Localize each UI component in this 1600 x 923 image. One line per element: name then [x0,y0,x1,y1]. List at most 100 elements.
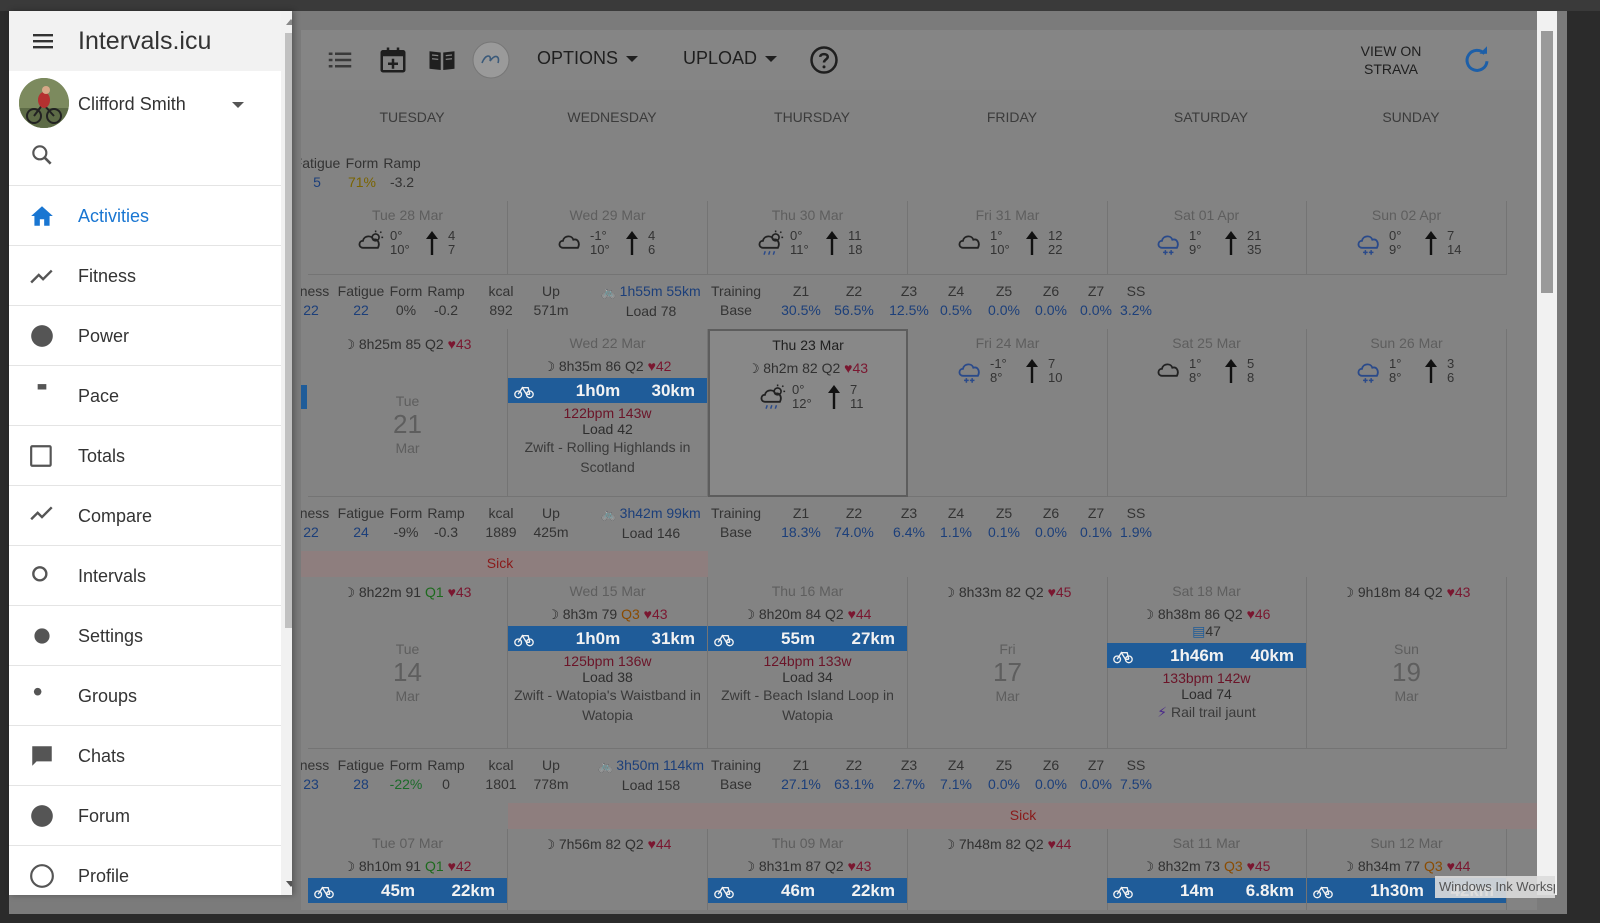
day-date: Tue 07 Mar [371,835,444,851]
day-cell-sun-19-mar[interactable]: ☽ 9h18m 84 Q2 ♥43 Sun 19 Mar [1307,577,1507,749]
sidebar-item-power[interactable]: Power [9,306,292,366]
sidebar-item-compare[interactable]: Compare [9,486,292,546]
sidebar-item-activities[interactable]: Activities [9,186,292,246]
sidebar-item-profile[interactable]: Profile [9,846,292,895]
temperature-readout: -1° 8° [990,356,1007,385]
day-date: Thu 16 Mar [771,583,844,599]
day-cell-fri-week4[interactable]: ☽ 7h48m 82 Q2 ♥44 [908,829,1108,910]
day-cell-wed-15-mar[interactable]: Wed 15 Mar ☽ 8h3m 79 Q3 ♥43 1h0m 31km 125bpm… [508,577,708,749]
day-cell-wed-week4[interactable]: ☽ 7h56m 82 Q2 ♥44 [508,829,708,910]
activity-bar[interactable]: 45m 22km [308,878,507,903]
sleep-text: 8h3m 79 [562,606,622,622]
activity-bar[interactable]: 46m 22km [708,878,907,903]
help-icon[interactable] [809,45,839,75]
activity-bar[interactable]: 1h0m 30km [508,378,707,403]
chevron-down-icon[interactable] [232,102,244,108]
stat-label: Form [389,757,423,773]
day-cell-tue-21-mar[interactable]: ☽ 8h25m 85 Q2 ♥43 Tue 21 Mar [308,329,508,497]
view-on-strava-button[interactable]: VIEW ON STRAVA [1341,42,1441,78]
day-date: Sat 11 Mar [1172,835,1241,851]
day-cell-sat-18-mar[interactable]: Sat 18 Mar ☽ 8h38m 86 Q2 ♥46 ▤47 1h46m 40km 1… [1107,577,1307,749]
day-cell-tue-28-mar[interactable]: Tue 28 Mar 0° 10° 4 7 [308,201,508,275]
heart-icon: ♥ [1047,836,1056,852]
day-cell-sun-26-mar[interactable]: Sun 26 Mar 1° 8° 3 6 [1307,329,1507,497]
day-cell-tue-14-mar[interactable]: ☽ 8h22m 91 Q1 ♥43 Tue 14 Mar [308,577,508,749]
day-cell-sat-01-apr[interactable]: Sat 01 Apr 1° 9° 21 35 [1107,201,1307,275]
day-header-sunday: SUNDAY [1382,109,1440,125]
stat-column: SS 7.5% [1106,756,1166,794]
options-menu[interactable]: OPTIONS [537,48,639,69]
stat-column: Z5 0.0% [974,756,1034,794]
day-cell-fri-24-mar[interactable]: Fri 24 Mar -1° 8° 7 10 [908,329,1108,497]
stat-value: 0 [442,776,450,792]
search-icon[interactable] [29,142,55,168]
sidebar-item-settings[interactable]: Settings [9,606,292,666]
user-switcher[interactable]: Clifford Smith [9,71,292,129]
menu-icon[interactable] [31,29,55,53]
wind-direction-icon [1020,229,1044,257]
day-cell-sun-02-apr[interactable]: Sun 02 Apr 0° 9° 7 14 [1307,201,1507,275]
book-icon[interactable] [427,45,457,75]
sleep-text: 9h18m 84 Q2 [1357,584,1447,600]
day-cell-fri-17-mar[interactable]: ☽ 8h33m 82 Q2 ♥45 Fri 17 Mar [908,577,1108,749]
bike-icon [714,630,734,648]
sidebar-item-groups[interactable]: Groups [9,666,292,726]
sidebar-scrollbar-thumb[interactable] [285,33,292,628]
activity-bar[interactable]: 14m 6.8km [1107,878,1306,903]
sidebar-item-pace[interactable]: Pace [9,366,292,426]
trend-icon [30,269,53,284]
activity-distance: 27km [851,629,895,648]
sidebar-scrollbar[interactable] [281,11,292,895]
day-cell-sat-week4[interactable]: Sat 11 Mar ☽ 8h32m 73 Q3 ♥45 14m 6.8km [1107,829,1307,910]
page-scrollbar-thumb[interactable] [1541,31,1553,293]
sidebar-item-chats[interactable]: Chats [9,726,292,786]
refresh-icon[interactable] [1462,45,1492,75]
day-cell-tue-week4[interactable]: Tue 07 Mar ☽ 8h10m 91 Q1 ♥42 45m 22km [308,829,508,910]
stat-column: Z1 27.1% [771,756,831,794]
scroll-up-icon[interactable] [286,17,292,25]
stat-column: Z3 6.4% [879,504,939,542]
stat-column: itness 23 [301,756,341,794]
fitness-summary: Fatigue 5 Form 71% Ramp -3.2 [301,145,1537,201]
sidebar-item-forum[interactable]: Forum [9,786,292,846]
day-cell-fri-31-mar[interactable]: Fri 31 Mar 1° 10° 12 22 [908,201,1108,275]
day-cell-thu-23-mar[interactable]: Thu 23 Mar ☽ 8h2m 82 Q2 ♥43 0° 12° 7 11 [708,329,908,497]
resting-hr: 44 [1454,858,1471,874]
day-cell-sat-25-mar[interactable]: Sat 25 Mar 1° 8° 5 8 [1107,329,1307,497]
day-cell-thu-week4[interactable]: Thu 09 Mar ☽ 8h31m 87 Q2 ♥43 46m 22km [708,829,908,910]
scroll-down-icon[interactable] [286,881,292,889]
day-cell-thu-30-mar[interactable]: Thu 30 Mar 0° 11° 11 18 [708,201,908,275]
sleep-summary: ☽ 8h2m 82 Q2 ♥43 [710,360,906,377]
bike-icon [1113,882,1133,900]
sleep-summary: ☽ 8h22m 91 Q1 ♥43 [308,584,507,601]
upload-menu[interactable]: UPLOAD [683,48,778,69]
toolbar: OPTIONS UPLOAD VIEW ON STRAVA [301,30,1537,90]
weather-icon [556,227,586,257]
add-to-calendar-icon[interactable] [378,45,408,75]
sidebar-item-intervals[interactable]: Intervals [9,546,292,606]
temperature-readout: 1° 10° [990,228,1010,257]
page-scrollbar[interactable] [1537,11,1557,895]
stat-value: 22 [303,302,319,318]
day-cell-wed-22-mar[interactable]: Wed 22 Mar ☽ 8h35m 86 Q2 ♥42 1h0m 30km 122bp… [508,329,708,497]
sidebar-item-fitness[interactable]: Fitness [9,246,292,306]
sidebar-search[interactable] [9,129,292,186]
list-view-icon[interactable] [325,45,355,75]
coach-logo-icon[interactable] [472,41,510,79]
bike-icon [314,882,334,900]
stat-value: 18.3% [781,524,821,540]
activity-bar[interactable]: 1h46m 40km [1107,643,1306,668]
summary-value: 71% [347,174,377,190]
sidebar-item-totals[interactable]: Totals [9,426,292,486]
day-cell-wed-29-mar[interactable]: Wed 29 Mar -1° 10° 4 6 [508,201,708,275]
activity-hr-power: 125bpm 136w [563,653,652,669]
day-cell-thu-16-mar[interactable]: Thu 16 Mar ☽ 8h20m 84 Q2 ♥44 55m 27km 124bpm… [708,577,908,749]
activity-bar[interactable]: 1h0m 31km [508,626,707,651]
grid-view-icon[interactable] [301,45,313,75]
activity-name: Zwift - Beach Island Loop in Watopia [721,687,894,723]
activity-bar[interactable]: 55m 27km [708,626,907,651]
stat-value: 27.1% [781,776,821,792]
stat-value: 28 [353,776,369,792]
stat-label: Z5 [995,283,1013,299]
stat-column: Fatigue 28 [331,756,391,794]
